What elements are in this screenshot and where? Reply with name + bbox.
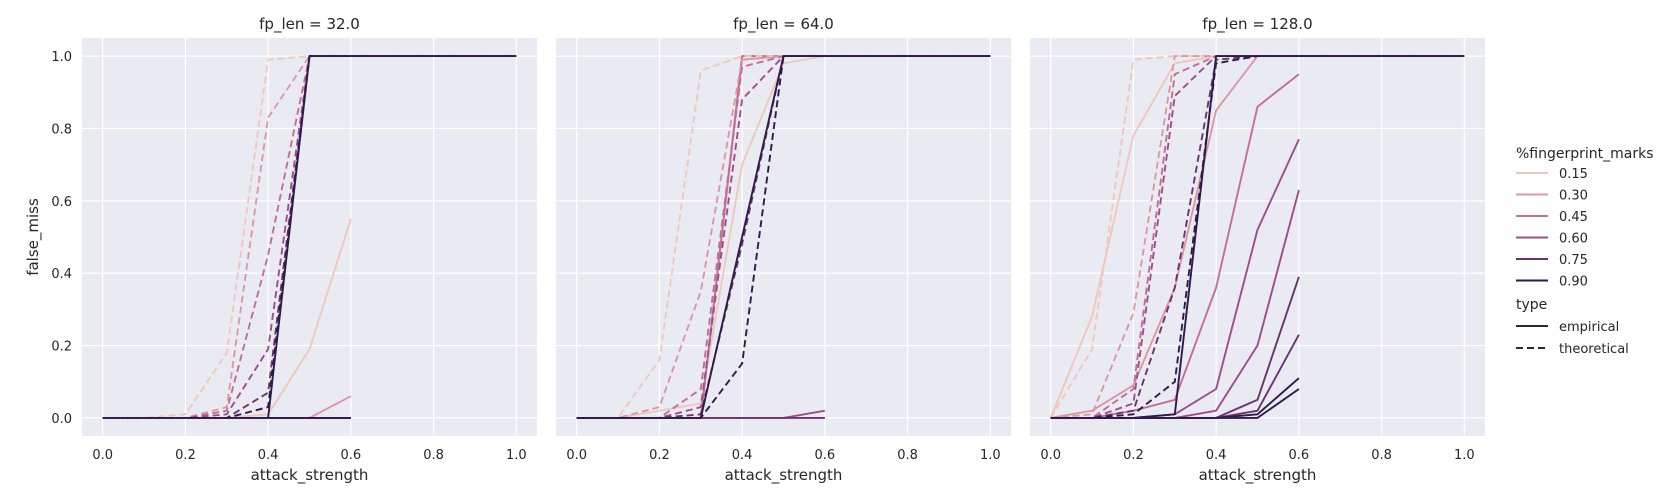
legend: %fingerprint_marks 0.15 0.30 0.45 0.60 0.75 0… — [1516, 146, 1654, 357]
x-tick-label: 0.2 — [175, 448, 196, 463]
panel-2: 0.0 0.2 0.4 0.6 0.8 1.0 fp_len = 64.0 attack_st… — [556, 15, 1011, 485]
legend-entry-label: 0.90 — [1559, 275, 1588, 290]
y-tick-label: 0.6 — [51, 195, 72, 210]
panel-3: 0.0 0.2 0.4 0.6 0.8 1.0 fp_len = 128.0 attack_s… — [1030, 15, 1485, 485]
panel-title: fp_len = 64.0 — [733, 15, 834, 34]
series-line-empirical-0.90 — [576, 55, 991, 419]
legend-entry-label: 0.30 — [1559, 189, 1588, 204]
x-tick-label: 0.4 — [1206, 448, 1227, 463]
x-tick-label: 0.6 — [341, 448, 362, 463]
series-line-empirical-0.90 — [1050, 55, 1465, 419]
series-line-empirical-0.90 — [267, 55, 517, 419]
x-tick-label: 0.2 — [649, 448, 670, 463]
legend-entry-label: 0.15 — [1559, 167, 1588, 182]
legend-style-label: theoretical — [1559, 342, 1629, 357]
x-tick-label: 0.0 — [92, 448, 113, 463]
x-tick-label: 0.4 — [258, 448, 279, 463]
y-axis-label: false_miss — [24, 198, 43, 276]
x-tick-label: 0.6 — [1289, 448, 1310, 463]
legend-hue-title: %fingerprint_marks — [1516, 146, 1654, 162]
x-tick-label: 0.8 — [897, 448, 918, 463]
x-tick-label: 1.0 — [506, 448, 527, 463]
plot-background — [82, 38, 537, 436]
y-tick-label: 0.0 — [51, 412, 72, 427]
y-tick-label: 0.8 — [51, 122, 72, 137]
x-axis-label: attack_strength — [251, 466, 369, 485]
plot-background — [1030, 38, 1485, 436]
x-tick-label: 0.6 — [815, 448, 836, 463]
x-axis-label: attack_strength — [1199, 466, 1317, 485]
legend-entry-label: 0.60 — [1559, 232, 1588, 247]
legend-entry-label: 0.45 — [1559, 210, 1588, 225]
panel-1: 0.0 0.2 0.4 0.6 0.8 1.0 0.0 0.2 0.4 0.6 0.8 1.0 fp_l… — [51, 15, 537, 485]
plot-background — [556, 38, 1011, 436]
x-axis-label: attack_strength — [725, 466, 843, 485]
x-tick-label: 0.2 — [1123, 448, 1144, 463]
legend-style-label: empirical — [1559, 320, 1619, 335]
legend-style-title: type — [1516, 297, 1547, 313]
legend-entry-label: 0.75 — [1559, 253, 1588, 268]
y-tick-label: 0.4 — [51, 267, 72, 282]
panel-title: fp_len = 32.0 — [259, 15, 360, 34]
y-tick-label: 1.0 — [51, 50, 72, 65]
x-tick-label: 1.0 — [1454, 448, 1475, 463]
x-tick-label: 1.0 — [980, 448, 1001, 463]
x-tick-label: 0.0 — [566, 448, 587, 463]
x-tick-label: 0.8 — [423, 448, 444, 463]
y-tick-label: 0.2 — [51, 340, 72, 355]
x-tick-label: 0.8 — [1371, 448, 1392, 463]
x-tick-label: 0.0 — [1040, 448, 1061, 463]
x-tick-label: 0.4 — [732, 448, 753, 463]
panel-title: fp_len = 128.0 — [1202, 15, 1312, 34]
